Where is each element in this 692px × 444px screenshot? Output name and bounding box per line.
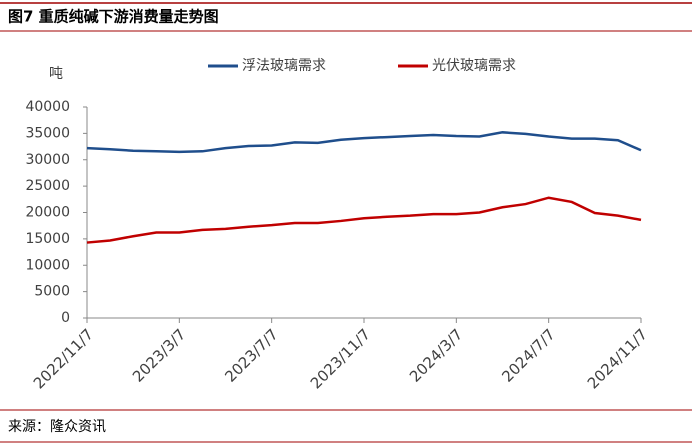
y-axis-label: 吨 [49,66,63,82]
y-tick-label: 25000 [25,178,70,194]
x-tick-label: 2023/7/7 [221,325,281,385]
y-tick-label: 20000 [25,205,70,221]
y-tick-label: 40000 [25,99,70,115]
y-tick-label: 5000 [34,284,70,300]
x-tick-label: 2022/11/7 [30,325,97,392]
y-tick-label: 15000 [25,231,70,247]
y-tick-label: 30000 [25,152,70,168]
x-tick-label: 2023/11/7 [307,325,374,392]
chart-title: 图7 重质纯碱下游消费量走势图 [8,8,219,26]
y-tick-label: 35000 [25,125,70,141]
legend-label: 光伏玻璃需求 [432,57,516,74]
y-tick-label: 0 [61,310,70,326]
x-tick-label: 2024/3/7 [406,325,466,385]
x-tick-label: 2024/11/7 [584,325,651,392]
series-line [86,196,642,244]
series-line [86,131,642,154]
x-tick-label: 2023/3/7 [129,325,189,385]
source-note: 来源：隆众资讯 [8,419,106,435]
x-tick-label: 2024/7/7 [498,325,558,385]
y-tick-label: 10000 [25,257,70,273]
legend-label: 浮法玻璃需求 [242,57,326,74]
